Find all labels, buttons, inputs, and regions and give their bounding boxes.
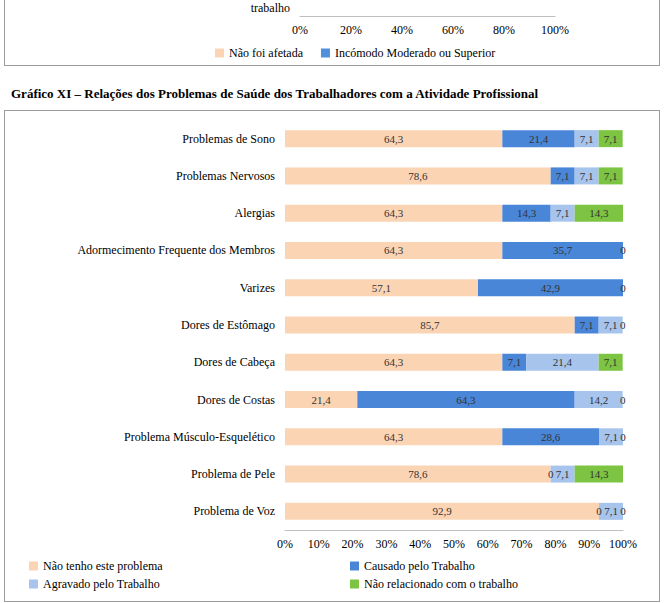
svg-text:7,1: 7,1 [580,133,594,145]
svg-text:21,4: 21,4 [553,356,573,368]
svg-text:0: 0 [596,505,602,517]
svg-text:Gráfico XI – Relações dos Prob: Gráfico XI – Relações dos Problemas de S… [11,86,539,101]
svg-text:50%: 50% [443,537,465,551]
svg-text:90%: 90% [578,537,600,551]
svg-text:Alergias: Alergias [235,206,276,220]
svg-text:Problemas de Sono: Problemas de Sono [182,132,275,146]
svg-text:14,3: 14,3 [517,207,537,219]
svg-text:64,3: 64,3 [384,431,404,443]
svg-text:35,7: 35,7 [553,244,573,256]
svg-text:20%: 20% [340,23,362,37]
svg-text:64,3: 64,3 [384,356,404,368]
svg-text:57,1: 57,1 [372,282,391,294]
svg-text:85,7: 85,7 [420,319,440,331]
svg-text:0: 0 [548,468,554,480]
svg-text:Problema Músculo-Esquelético: Problema Músculo-Esquelético [124,430,275,444]
svg-text:7,1: 7,1 [556,468,570,480]
svg-text:Dores de Cabeça: Dores de Cabeça [194,355,276,369]
svg-text:Causado pelo Trabalho: Causado pelo Trabalho [364,559,475,573]
svg-text:0: 0 [620,431,626,443]
svg-text:0%: 0% [292,23,308,37]
svg-text:Dores de Costas: Dores de Costas [197,393,275,407]
svg-text:80%: 80% [544,537,566,551]
svg-text:64,3: 64,3 [384,244,404,256]
svg-text:Incómodo Moderado ou Superior: Incómodo Moderado ou Superior [335,46,495,60]
svg-text:7,1: 7,1 [580,319,594,331]
svg-text:78,6: 78,6 [408,468,428,480]
svg-text:80%: 80% [493,23,515,37]
svg-text:7,1: 7,1 [604,505,618,517]
svg-text:0: 0 [620,244,626,256]
svg-text:Problema de Voz: Problema de Voz [193,504,275,518]
svg-text:7,1: 7,1 [604,319,618,331]
svg-text:10%: 10% [308,537,330,551]
svg-text:100%: 100% [541,23,569,37]
svg-text:7,1: 7,1 [556,170,570,182]
svg-text:7,1: 7,1 [556,207,570,219]
svg-text:Problema de Pele: Problema de Pele [191,467,275,481]
svg-text:Não foi afetada: Não foi afetada [229,46,304,60]
svg-text:Dores de Estômago: Dores de Estômago [181,318,275,332]
svg-text:7,1: 7,1 [604,356,618,368]
svg-text:Não tenho este problema: Não tenho este problema [43,559,163,573]
svg-text:0: 0 [620,319,626,331]
svg-text:7,1: 7,1 [604,431,618,443]
svg-text:7,1: 7,1 [604,170,618,182]
svg-text:40%: 40% [409,537,431,551]
svg-text:30%: 30% [375,537,397,551]
svg-text:28,6: 28,6 [541,431,561,443]
svg-text:0: 0 [620,282,626,294]
svg-text:Adormecimento Frequente dos Me: Adormecimento Frequente dos Membros [77,243,275,257]
svg-text:14,2: 14,2 [589,394,608,406]
svg-text:42,9: 42,9 [541,282,561,294]
svg-text:7,1: 7,1 [580,170,594,182]
svg-text:60%: 60% [477,537,499,551]
svg-text:Não relacionado com o trabalho: Não relacionado com o trabalho [364,577,518,591]
svg-text:trabalho: trabalho [251,1,290,15]
svg-text:0: 0 [620,505,626,517]
svg-text:0: 0 [620,394,626,406]
svg-text:Agravado pelo Trabalho: Agravado pelo Trabalho [43,577,160,591]
svg-text:40%: 40% [391,23,413,37]
svg-text:78,6: 78,6 [408,170,428,182]
svg-text:21,4: 21,4 [529,133,549,145]
svg-text:14,3: 14,3 [589,207,609,219]
svg-text:70%: 70% [511,537,533,551]
svg-text:64,3: 64,3 [384,133,404,145]
svg-text:64,3: 64,3 [456,394,476,406]
svg-text:7,1: 7,1 [507,356,521,368]
svg-text:0%: 0% [277,537,293,551]
svg-text:21,4: 21,4 [312,394,332,406]
svg-text:Varizes: Varizes [240,281,276,295]
svg-text:64,3: 64,3 [384,207,404,219]
svg-text:60%: 60% [442,23,464,37]
svg-text:14,3: 14,3 [589,468,609,480]
svg-text:7,1: 7,1 [604,133,618,145]
svg-text:100%: 100% [609,537,637,551]
svg-text:20%: 20% [342,537,364,551]
svg-text:Problemas Nervosos: Problemas Nervosos [176,169,275,183]
svg-text:92,9: 92,9 [432,505,452,517]
